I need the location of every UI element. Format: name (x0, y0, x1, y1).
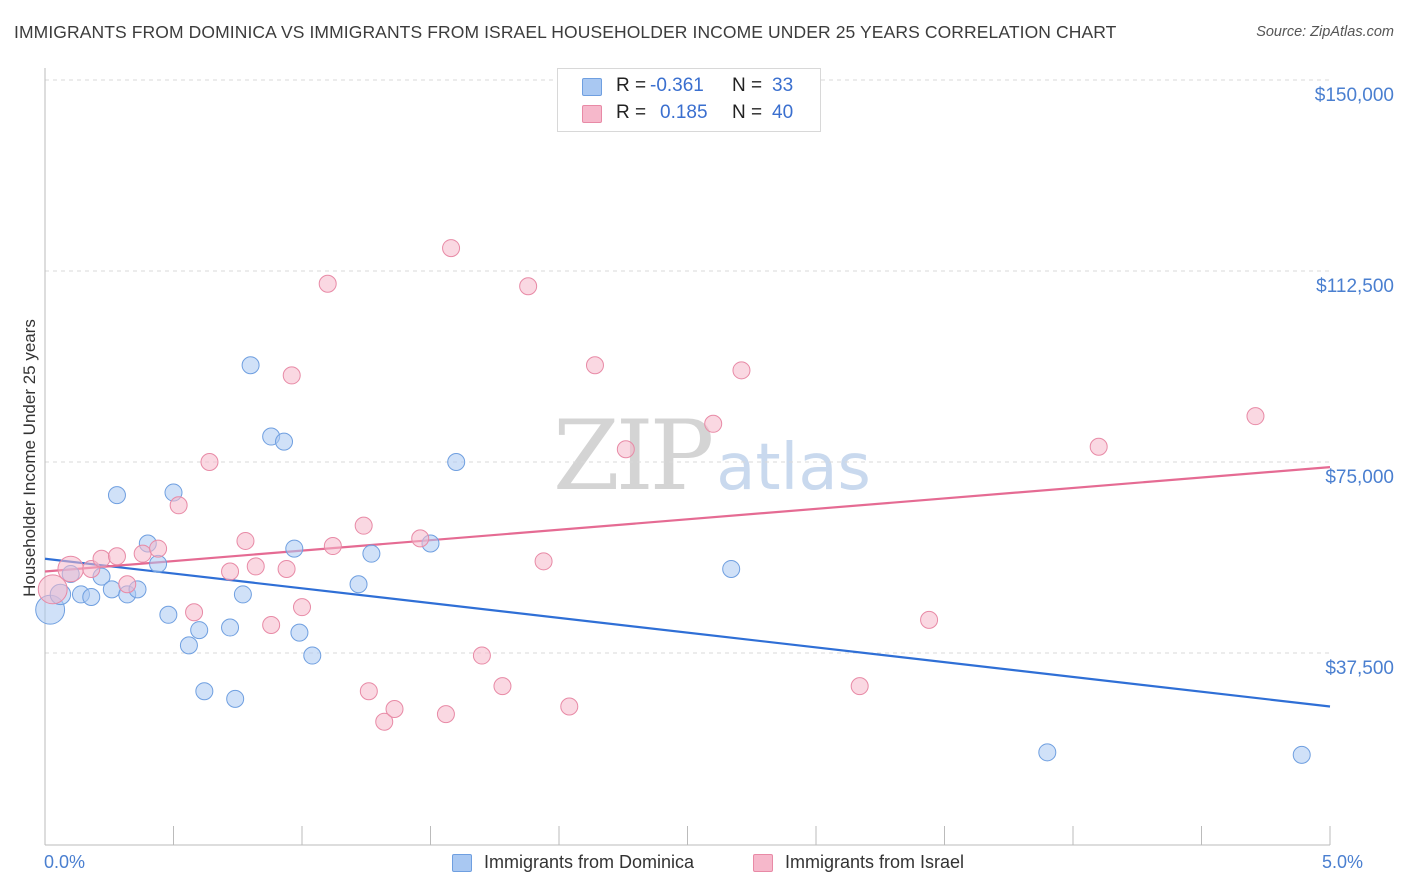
israel-point (1246, 407, 1265, 426)
y-tick-label: $37,500 (1325, 658, 1394, 679)
israel-point (616, 440, 635, 459)
dominica-point (241, 356, 260, 375)
dominica-swatch (582, 78, 602, 96)
stats-box: R = -0.361 N = 33 R = 0.185 N = 40 (557, 68, 821, 132)
axes (44, 68, 1331, 846)
israel-point (560, 697, 579, 716)
source-label: Source: ZipAtlas.com (1256, 24, 1394, 40)
dominica-point (159, 605, 178, 624)
r-label: R = (616, 75, 647, 96)
israel-point (318, 274, 337, 293)
dominica-point (179, 636, 198, 655)
israel-point (411, 529, 430, 548)
israel-point (704, 414, 723, 433)
dominica-point (285, 539, 304, 558)
israel-swatch (582, 105, 602, 123)
dominica-point (82, 587, 101, 606)
dominica-point (722, 559, 741, 578)
israel-point (359, 682, 378, 701)
y-tick-label: $112,500 (1316, 276, 1394, 297)
dominica-point (107, 486, 126, 505)
dominica-point (102, 580, 121, 599)
israel-point (354, 516, 373, 535)
n-value: 40 (772, 102, 794, 123)
israel-point (585, 356, 604, 375)
n-label: N = (732, 102, 763, 123)
israel-point (472, 646, 491, 665)
y-tick-label: $150,000 (1314, 85, 1394, 106)
israel-point (850, 677, 869, 696)
israel-point (185, 603, 204, 622)
legend-label: Immigrants from Israel (785, 852, 965, 872)
dominica-point (275, 432, 294, 451)
r-label: R = (616, 102, 647, 123)
israel-point (436, 705, 455, 724)
israel-point (107, 547, 126, 566)
legend-label: Immigrants from Dominica (484, 852, 695, 872)
israel-point (57, 555, 84, 583)
r-value: -0.361 (650, 75, 704, 96)
trend-lines (44, 465, 1331, 708)
israel-point (221, 562, 240, 581)
dominica-point (149, 554, 168, 573)
israel-point (118, 575, 137, 594)
israel-point (534, 552, 553, 571)
israel-point (169, 496, 188, 515)
israel-point (277, 559, 296, 578)
israel-point (493, 677, 512, 696)
israel-point (133, 544, 152, 563)
dominica-point (447, 453, 466, 471)
dominica-point (1292, 745, 1311, 764)
dominica-trend-line (44, 557, 1331, 708)
n-value: 33 (772, 75, 794, 96)
israel-point (200, 453, 219, 471)
n-label: N = (732, 75, 763, 96)
x-tick-label-min: 0.0% (44, 852, 86, 872)
israel-point (262, 615, 281, 634)
dominica-point (190, 621, 209, 640)
dominica-point (221, 618, 240, 637)
dominica-point (290, 623, 309, 642)
israel-point (1089, 437, 1108, 456)
dominica-point (233, 585, 252, 604)
chart-title: IMMIGRANTS FROM DOMINICA VS IMMIGRANTS F… (14, 22, 1117, 42)
israel-point (323, 537, 342, 556)
israel-point (375, 712, 394, 731)
dominica-point (195, 682, 214, 701)
israel-point (92, 549, 111, 568)
dominica-point (349, 575, 368, 594)
israel-point (293, 598, 311, 617)
israel-point (442, 239, 461, 258)
israel-point (920, 610, 939, 629)
israel-point (282, 366, 301, 385)
israel-point (732, 361, 751, 380)
dominica-point (226, 689, 245, 708)
israel-legend-swatch (753, 854, 773, 872)
israel-trend-line (44, 465, 1331, 573)
israel-point (236, 531, 255, 550)
israel-point (149, 539, 168, 558)
dominica-point (1038, 743, 1057, 762)
israel-point (37, 574, 68, 605)
dominica-legend-swatch (452, 854, 472, 872)
dominica-point (362, 544, 381, 563)
x-tick-label-max: 5.0% (1322, 852, 1364, 872)
israel-point (246, 557, 265, 576)
y-tick-label: $75,000 (1325, 467, 1394, 488)
r-value: 0.185 (660, 102, 708, 123)
data-points (35, 239, 1311, 764)
israel-point (519, 277, 538, 296)
israel-point (385, 700, 404, 719)
dominica-point (303, 646, 322, 665)
